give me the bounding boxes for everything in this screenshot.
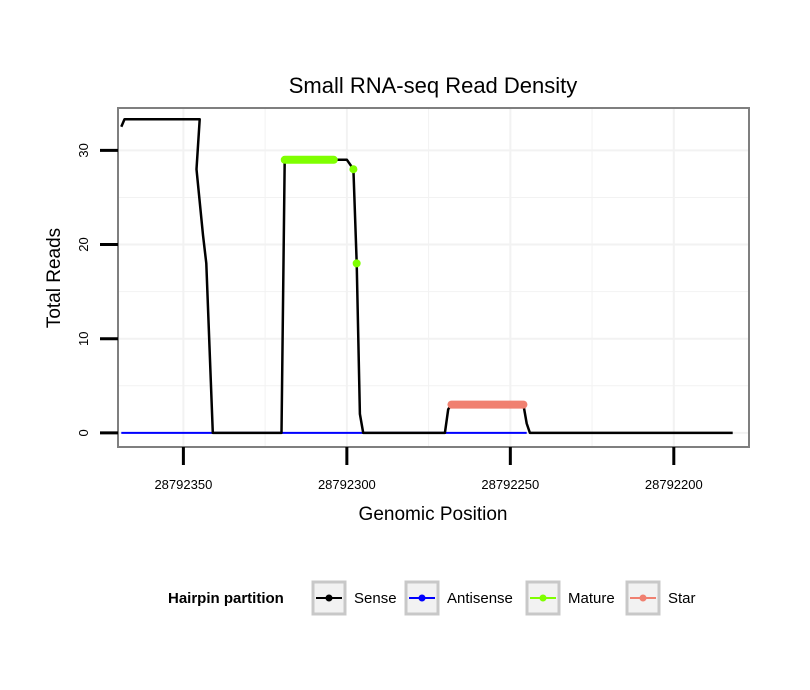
legend-items: Sense Antisense Mature Star bbox=[311, 580, 696, 616]
legend-key-point bbox=[539, 594, 547, 602]
x-tick-label: 28792350 bbox=[154, 477, 212, 492]
legend-key-point bbox=[418, 594, 426, 602]
x-axis-title: Genomic Position bbox=[359, 504, 508, 525]
legend-item-sense: Sense bbox=[311, 580, 397, 616]
x-tick-label: 28792300 bbox=[318, 477, 376, 492]
series-point-mature bbox=[352, 259, 361, 268]
legend-item-star: Star bbox=[625, 580, 696, 616]
legend-label: Star bbox=[668, 590, 696, 607]
y-axis: 0 10 20 30 bbox=[76, 143, 118, 436]
y-tick-label: 10 bbox=[76, 331, 91, 345]
y-tick-label: 20 bbox=[76, 237, 91, 251]
series-point-mature bbox=[349, 165, 358, 174]
x-axis: 28792350 28792300 28792250 28792200 bbox=[154, 447, 703, 492]
legend-label: Mature bbox=[568, 590, 615, 607]
plot-panel-border bbox=[117, 107, 750, 448]
series-layer bbox=[120, 118, 733, 435]
legend-item-mature: Mature bbox=[525, 580, 615, 616]
legend-key-point bbox=[639, 594, 647, 602]
y-axis-title: Total Reads bbox=[44, 228, 65, 328]
legend: Hairpin partition Sense Antisense Mature St… bbox=[168, 580, 696, 616]
legend-item-antisense: Antisense bbox=[404, 580, 513, 616]
legend-label: Sense bbox=[354, 590, 397, 607]
legend-key-point bbox=[325, 594, 333, 602]
y-tick-label: 0 bbox=[76, 429, 91, 436]
x-tick-label: 28792200 bbox=[645, 477, 703, 492]
y-tick-label: 30 bbox=[76, 143, 91, 157]
legend-title: Hairpin partition bbox=[168, 590, 284, 607]
x-tick-label: 28792250 bbox=[481, 477, 539, 492]
chart-title: Small RNA-seq Read Density bbox=[289, 73, 578, 98]
legend-label: Antisense bbox=[447, 590, 513, 607]
